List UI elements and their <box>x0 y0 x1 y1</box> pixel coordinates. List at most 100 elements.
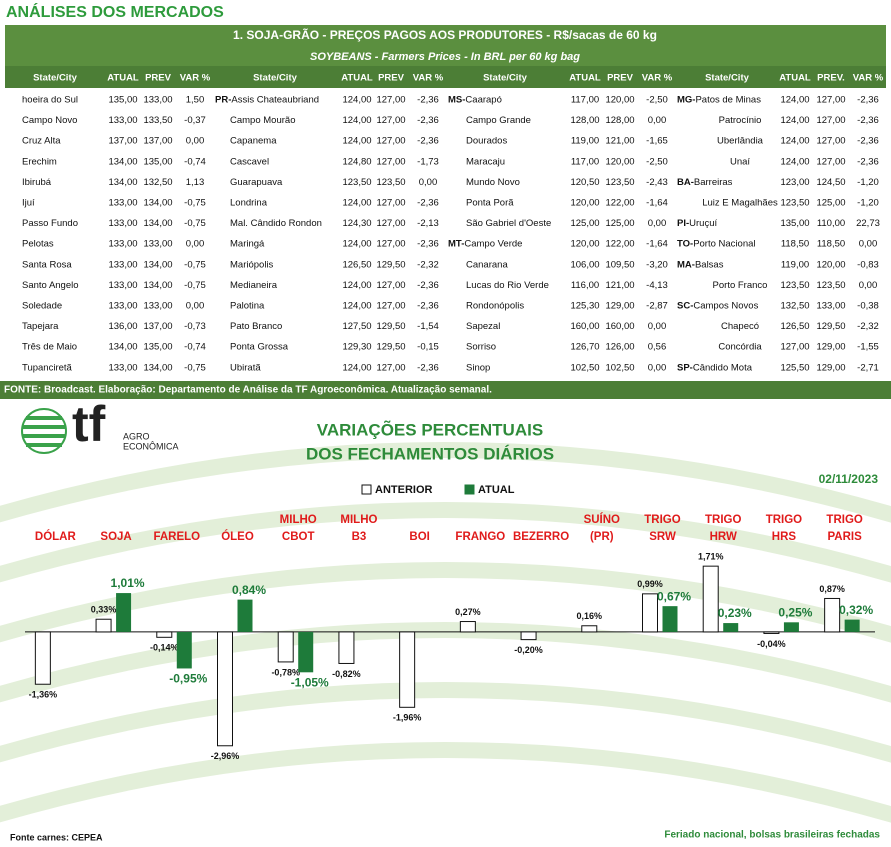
price-current: 124,00 <box>342 198 371 209</box>
column-header: ATUAL <box>107 73 139 84</box>
logo-line1: AGRO <box>123 431 150 441</box>
table-header-bar <box>5 66 886 88</box>
price-current: 160,00 <box>570 321 599 332</box>
category-label: ÓLEO <box>221 530 254 543</box>
price-current: 124,00 <box>342 136 371 147</box>
price-previous: 127,00 <box>376 115 405 126</box>
city-name: Campo Grande <box>466 115 531 126</box>
price-current: 125,50 <box>780 362 809 373</box>
city-name: Sinop <box>466 362 490 373</box>
price-variation: -0,75 <box>184 362 206 373</box>
price-previous: 120,00 <box>605 156 634 167</box>
price-variation: 22,73 <box>856 218 880 229</box>
price-current: 116,00 <box>571 280 599 291</box>
city-name: Chapecó <box>721 321 759 332</box>
category-label: SUÍNO (PR) <box>584 513 620 543</box>
value-label: 0,16% <box>577 611 603 621</box>
price-previous: 125,00 <box>816 198 845 209</box>
column-header: VAR % <box>853 73 884 84</box>
price-previous: 110,00 <box>817 218 845 229</box>
city-name: Porto Franco <box>713 280 768 291</box>
price-variation: -2,50 <box>646 95 668 106</box>
price-current: 126,50 <box>342 259 371 270</box>
price-previous: 123,50 <box>816 280 845 291</box>
price-variation: -1,64 <box>646 198 668 209</box>
city-name: Rondonópolis <box>466 301 524 312</box>
value-label: 0,33% <box>91 605 117 615</box>
price-previous: 127,00 <box>816 95 845 106</box>
price-variation: -2,36 <box>857 95 879 106</box>
city-name: Sapezal <box>466 321 500 332</box>
page-title: ANÁLISES DOS MERCADOS <box>6 2 224 21</box>
price-current: 123,50 <box>780 280 809 291</box>
footer-right: Feriado nacional, bolsas brasileiras fec… <box>664 830 880 841</box>
bar <box>237 599 253 632</box>
category-label: DÓLAR <box>35 530 77 543</box>
logo-mark: tf <box>72 396 106 452</box>
price-previous: 133,00 <box>143 301 172 312</box>
state-code: BA- <box>677 177 694 188</box>
price-variation: -0,38 <box>857 301 879 312</box>
value-label: -1,96% <box>393 713 422 723</box>
state-code: SP- <box>677 362 693 373</box>
value-label: 1,71% <box>698 552 724 562</box>
category-label: TRIGO PARIS <box>826 514 862 543</box>
bar <box>723 623 739 632</box>
price-current: 124,00 <box>342 362 371 373</box>
city-name: Cascavel <box>230 156 269 167</box>
price-current: 117,00 <box>571 156 599 167</box>
city-name: Campos Novos <box>693 301 758 312</box>
city-name: Barreiras <box>694 177 733 188</box>
category-label: MILHO CBOT <box>280 514 317 543</box>
price-current: 123,50 <box>780 198 809 209</box>
value-label: 0,99% <box>637 579 663 589</box>
price-current: 124,00 <box>780 156 809 167</box>
price-current: 127,00 <box>780 342 809 353</box>
price-current: 137,00 <box>108 136 137 147</box>
price-variation: 0,00 <box>648 115 667 126</box>
city-name: Passo Fundo <box>22 218 78 229</box>
city-name: Campo Verde <box>464 239 522 250</box>
price-current: 119,00 <box>781 259 809 270</box>
city-name: Londrina <box>230 198 268 209</box>
price-variation: -2,32 <box>417 259 439 270</box>
price-current: 125,00 <box>570 218 599 229</box>
bar <box>581 625 598 633</box>
price-previous: 122,00 <box>605 239 634 250</box>
column-header: VAR % <box>180 73 211 84</box>
price-variation: -2,36 <box>417 239 439 250</box>
price-previous: 129,50 <box>376 342 405 353</box>
price-previous: 129,50 <box>376 321 405 332</box>
bar <box>34 631 51 685</box>
bar <box>642 593 658 633</box>
city-name: hoeira do Sul <box>22 95 78 106</box>
city-name: Caarapó <box>465 95 501 106</box>
price-current: 124,00 <box>780 95 809 106</box>
price-current: 123,50 <box>342 177 371 188</box>
price-current: 133,00 <box>108 198 137 209</box>
price-previous: 118,50 <box>817 239 845 250</box>
city-name: Palotina <box>230 301 265 312</box>
price-previous: 127,00 <box>816 156 845 167</box>
source-bar <box>0 381 891 399</box>
price-variation: -2,36 <box>417 115 439 126</box>
price-previous: 127,00 <box>376 198 405 209</box>
price-current: 133,00 <box>108 115 137 126</box>
chart-subtitle: DOS FECHAMENTOS DIÁRIOS <box>306 444 554 463</box>
price-current: 135,00 <box>780 218 809 229</box>
price-previous: 127,00 <box>376 218 405 229</box>
price-previous: 129,50 <box>376 259 405 270</box>
city-name: Canarana <box>466 259 508 270</box>
price-previous: 123,50 <box>376 177 405 188</box>
price-variation: -2,36 <box>417 362 439 373</box>
price-previous: 127,00 <box>376 95 405 106</box>
price-variation: 0,00 <box>859 239 878 250</box>
city-name: Dourados <box>466 136 507 147</box>
price-variation: -2,36 <box>417 301 439 312</box>
category-label: MILHO B3 <box>340 514 377 543</box>
price-previous: 134,00 <box>143 259 172 270</box>
price-previous: 109,50 <box>605 259 634 270</box>
price-variation: -2,36 <box>857 115 879 126</box>
bar <box>95 618 112 633</box>
price-variation: -2,43 <box>646 177 668 188</box>
